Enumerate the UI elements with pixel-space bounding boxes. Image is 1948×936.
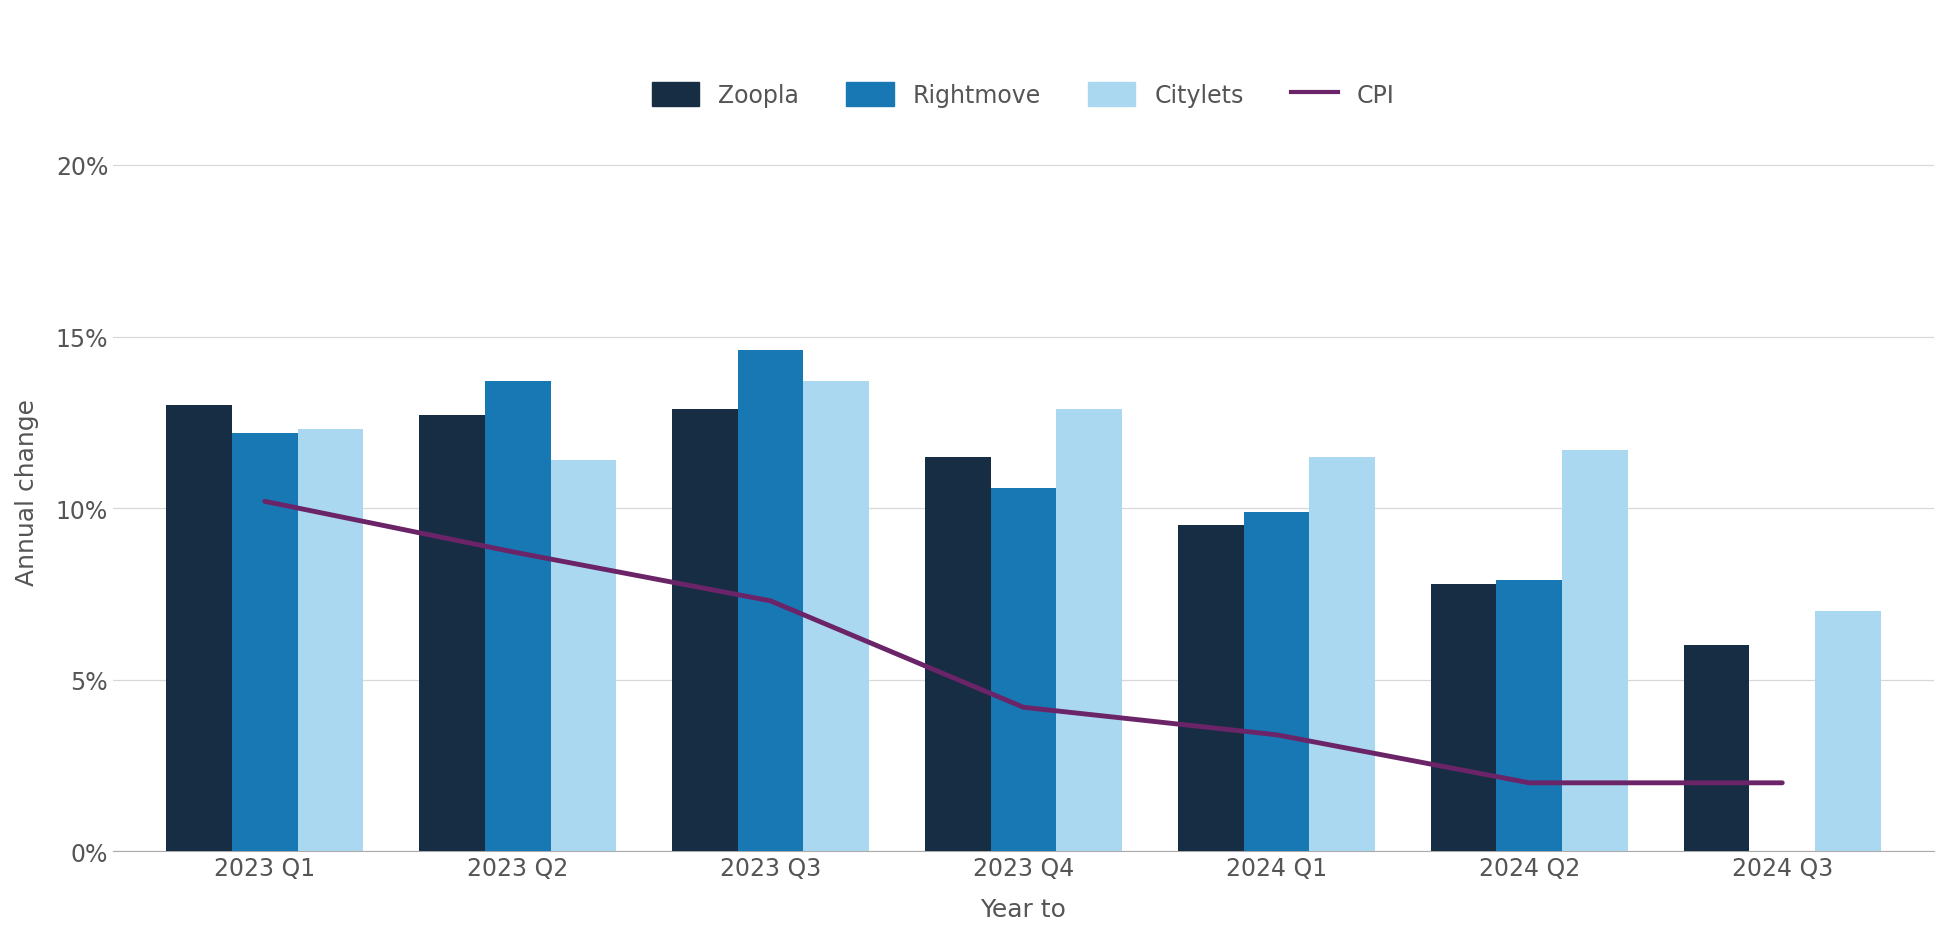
Bar xyxy=(1056,409,1122,852)
Bar xyxy=(232,433,298,852)
Bar xyxy=(925,457,990,852)
Bar xyxy=(1309,457,1375,852)
Bar xyxy=(1683,646,1749,852)
Bar xyxy=(803,382,869,852)
Bar xyxy=(1177,526,1243,852)
Y-axis label: Annual change: Annual change xyxy=(16,398,39,585)
Bar xyxy=(1562,450,1627,852)
X-axis label: Year to: Year to xyxy=(980,897,1066,921)
Bar xyxy=(672,409,738,852)
Bar xyxy=(1814,611,1880,852)
Bar xyxy=(166,406,232,852)
Bar xyxy=(1430,584,1496,852)
Bar xyxy=(549,461,616,852)
Bar xyxy=(1243,512,1309,852)
Legend: Zoopla, Rightmove, Citylets, CPI: Zoopla, Rightmove, Citylets, CPI xyxy=(641,71,1406,120)
Bar xyxy=(738,351,803,852)
Bar xyxy=(298,430,362,852)
Bar xyxy=(1496,580,1562,852)
Bar xyxy=(990,488,1056,852)
Bar xyxy=(419,416,485,852)
Bar xyxy=(485,382,549,852)
